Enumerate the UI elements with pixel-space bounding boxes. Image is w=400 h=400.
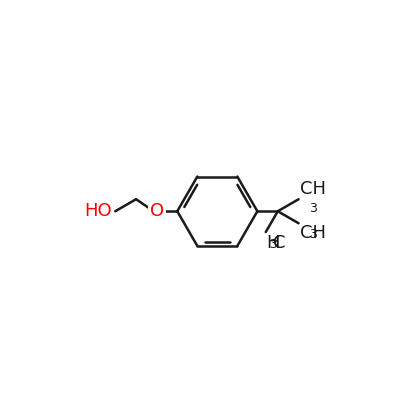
Text: 3: 3 [270, 238, 277, 250]
Text: 3: 3 [309, 228, 317, 241]
Text: CH: CH [300, 180, 326, 198]
Text: HO: HO [84, 202, 112, 220]
Text: H: H [266, 234, 279, 252]
Text: 3: 3 [309, 202, 317, 215]
Text: C: C [274, 234, 286, 252]
Text: O: O [150, 202, 164, 220]
Text: CH: CH [300, 224, 326, 242]
